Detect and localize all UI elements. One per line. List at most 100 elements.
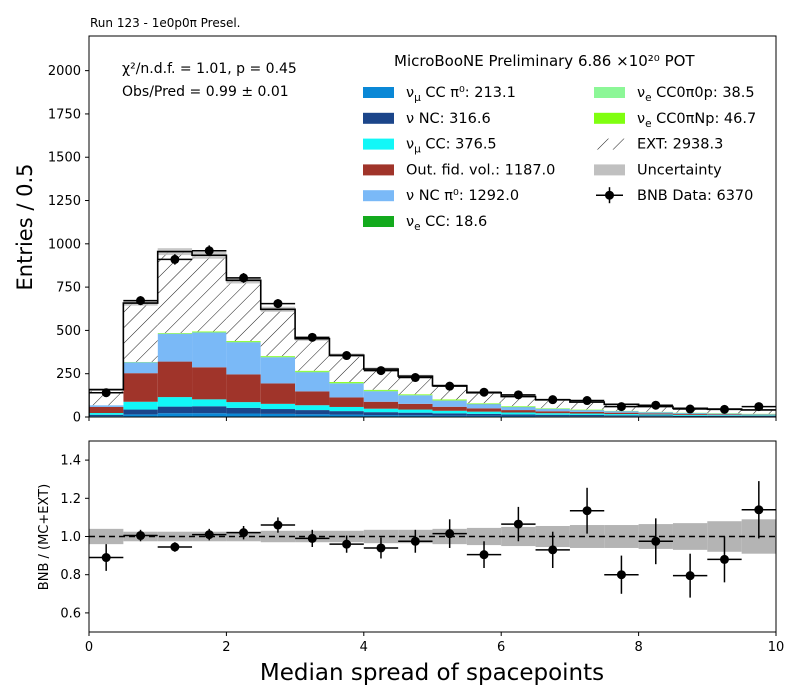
numu_cc-bar: [363, 408, 399, 413]
data-point: [548, 395, 558, 405]
legend-label: νe CC0π0p: 38.5: [637, 85, 755, 104]
numu_cc_pi0-bar: [501, 415, 536, 417]
ratio-point: [273, 520, 283, 530]
legend-label: νμ CC: 376.5: [406, 137, 497, 156]
nue_cc0piNp-bar: [295, 370, 330, 372]
data-point: [101, 388, 111, 398]
ratio-point: [479, 550, 489, 560]
main-y-tick-label: 250: [56, 367, 81, 382]
main-y-tick-label: 2000: [48, 64, 81, 79]
data-point: [445, 381, 455, 391]
nue_cc0pi0p-bar: [260, 356, 296, 358]
ext-hatch: [741, 409, 776, 414]
ratio-x-tick-label: 6: [497, 640, 505, 655]
out_fid_vol-bar: [535, 411, 570, 414]
nu_nc_pi0-bar: [398, 395, 433, 404]
data-point: [754, 402, 764, 412]
numu_cc_pi0-bar: [192, 413, 227, 417]
ratio-panel-frame: [88, 440, 777, 633]
out_fid_vol-bar: [672, 414, 708, 415]
nue_cc0piNp-bar: [192, 331, 227, 332]
nu_nc-bar: [569, 414, 605, 417]
out_fid_vol-bar: [192, 367, 227, 400]
nu_nc_pi0-bar: [432, 400, 467, 407]
nu_nc_pi0-bar: [123, 362, 158, 374]
ratio-y-tick-label: 0.6: [60, 606, 81, 621]
out_fid_vol-bar: [157, 361, 193, 398]
main-y-tick-label: 1000: [48, 237, 81, 252]
ratio-point: [582, 506, 592, 516]
ratio-panel-ticks: 0.6 0.8 1.0 1.2 1.4 0 2 4 6 8 10: [60, 454, 784, 655]
data-point: [513, 390, 523, 400]
numu_cc-bar: [192, 399, 227, 407]
numu_cc_pi0-bar: [432, 415, 467, 417]
numu_cc_pi0-bar: [157, 413, 193, 417]
ratio-uncertainty-band: [569, 525, 605, 548]
ratio-y-tick-label: 0.8: [60, 568, 81, 583]
main-panel-ticks: 0 250 500 750 1000 1250 1500 1750 2000: [48, 64, 777, 426]
nue_cc0pi0p-bar: [295, 371, 330, 373]
numu_cc-bar: [535, 413, 570, 415]
ratio-point: [548, 545, 558, 555]
ratio-point: [239, 528, 249, 538]
main-y-tick-label: 1750: [48, 107, 81, 122]
ratio-point: [136, 531, 146, 541]
ratio-point: [651, 536, 661, 546]
ext-hatch: [157, 251, 193, 334]
out_fid_vol-bar: [604, 412, 639, 415]
legend-label: BNB Data: 6370: [637, 188, 753, 204]
data-point: [239, 273, 249, 283]
nu_nc-bar: [123, 409, 158, 415]
numu_cc-bar: [501, 412, 536, 415]
data-point: [273, 299, 283, 309]
ratio-x-tick-label: 2: [222, 640, 230, 655]
ratio-uncertainty-band: [89, 528, 124, 545]
nue_cc0piNp-bar: [432, 399, 467, 401]
data-point: [204, 246, 214, 256]
nu_nc-bar: [89, 414, 124, 417]
out_fid_vol-bar: [638, 413, 673, 415]
ratio-x-tick-label: 8: [634, 640, 642, 655]
nu_nc-bar: [741, 415, 776, 417]
nu_nc-legend-swatch: [363, 112, 394, 124]
data-point: [685, 404, 695, 414]
out_fid_vol-bar: [466, 408, 502, 412]
nu_nc-bar: [466, 413, 502, 416]
main-y-axis-label: Entries / 0.5: [13, 164, 37, 291]
numu_cc-bar: [432, 410, 467, 414]
ext-hatch: [432, 385, 467, 400]
out_fid_vol-bar: [363, 401, 399, 409]
nu_nc_pi0-bar: [741, 414, 776, 415]
nu_nc-bar: [707, 415, 742, 417]
ratio-point: [376, 543, 386, 553]
ratio-point: [616, 570, 626, 580]
ext-hatch: [260, 309, 296, 357]
ratio-y-tick-label: 1.4: [60, 454, 81, 469]
out_fid_vol-legend-swatch: [363, 164, 394, 176]
data-legend-marker: [605, 190, 614, 200]
numu_cc_pi0-bar: [295, 414, 330, 417]
out_fid_vol-bar: [226, 374, 261, 403]
numu_cc-bar: [260, 403, 296, 410]
out_fid_vol-bar: [398, 403, 433, 410]
main-y-tick-label: 0: [73, 411, 81, 426]
numu_cc-bar: [295, 405, 330, 411]
ext-hatch: [398, 376, 433, 395]
data-point: [170, 254, 180, 264]
ext-hatch: [192, 255, 227, 332]
numu_cc_pi0-bar: [226, 413, 261, 417]
ratio-uncertainty-band: [260, 530, 296, 543]
main-y-tick-label: 1250: [48, 194, 81, 209]
main-y-tick-label: 500: [56, 324, 81, 339]
data-point: [410, 373, 420, 383]
out_fid_vol-bar: [123, 373, 158, 402]
out_fid_vol-bar: [432, 406, 467, 411]
data-point: [307, 332, 317, 342]
ratio-point: [685, 571, 695, 581]
ratio-y-axis-label: BNB / (MC+EXT): [37, 484, 52, 590]
ext-hatch: [89, 389, 124, 406]
nu_nc_pi0-bar: [535, 409, 570, 412]
numu_cc_pi0-bar: [466, 415, 502, 417]
legend-label: Uncertainty: [637, 162, 722, 178]
data-point: [651, 400, 661, 410]
